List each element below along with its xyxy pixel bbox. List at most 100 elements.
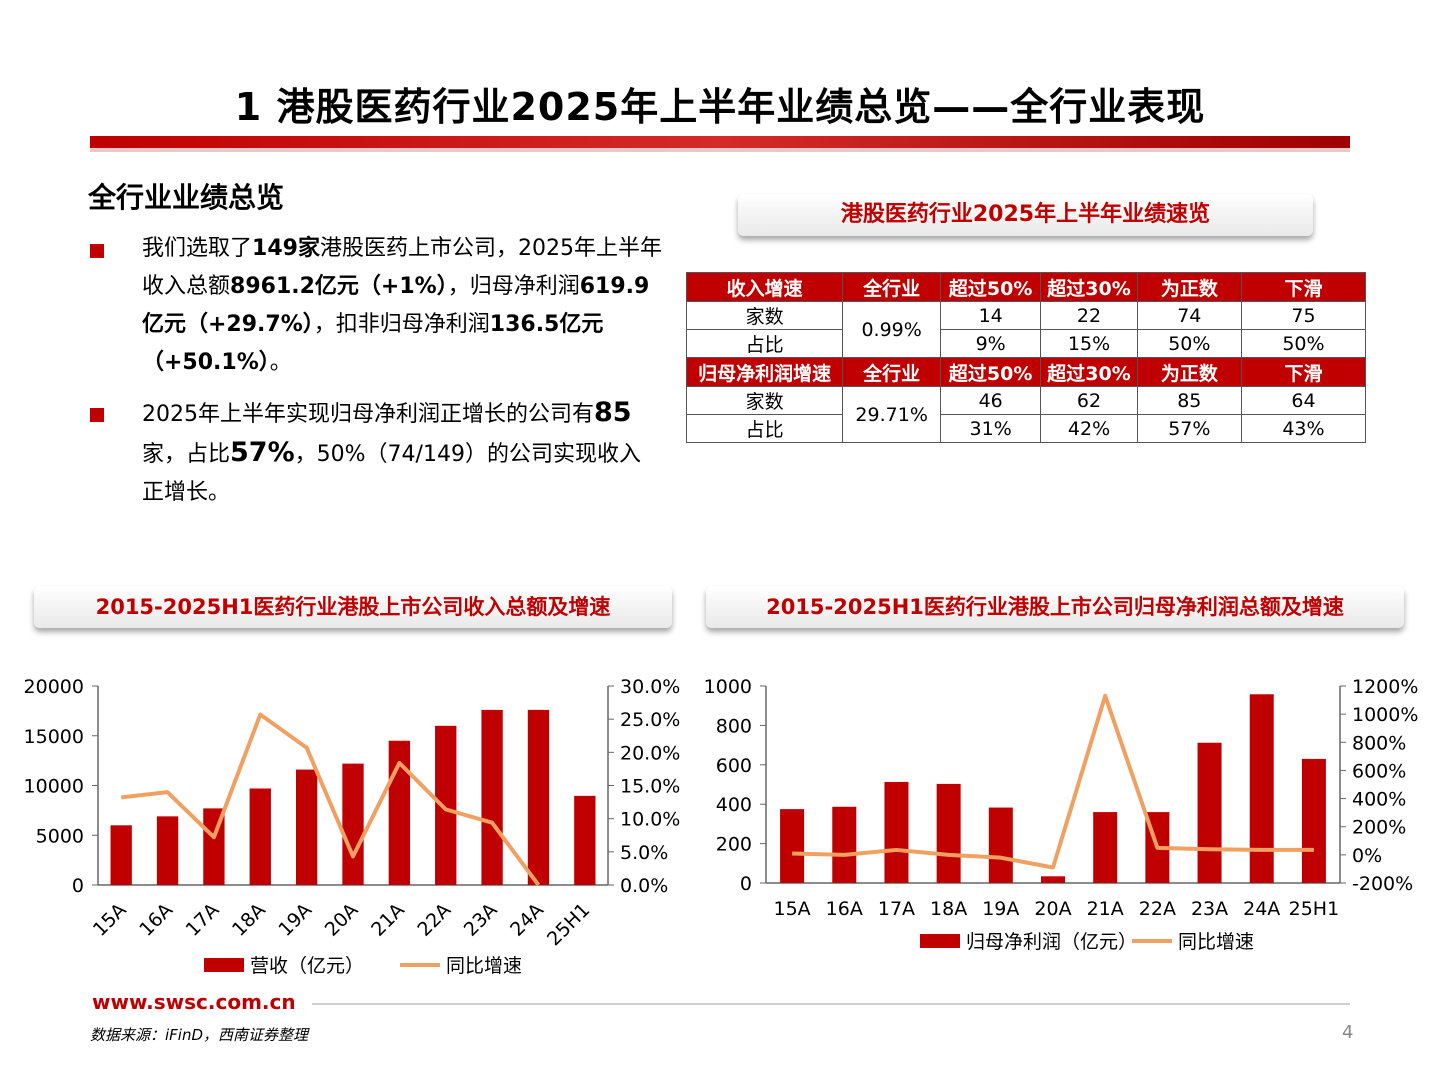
table-cell: 占比 bbox=[685, 414, 844, 443]
table-row: 家数 0.99% 14 22 74 75 bbox=[685, 301, 1367, 358]
bar bbox=[988, 807, 1013, 883]
table-cell: 下滑 bbox=[1240, 357, 1367, 387]
footer-url[interactable]: www.swsc.com.cn bbox=[92, 990, 296, 1014]
chart1-panel-title: 2015-2025H1医药行业港股上市公司收入总额及增速 bbox=[34, 586, 672, 628]
x-tick-label: 22A bbox=[413, 899, 455, 941]
table-cell: 归母净利润增速 bbox=[685, 357, 844, 387]
y-tick-label-left: 400 bbox=[716, 794, 752, 816]
profit-chart: 0 200 400 600 800 1000 -200% 0% 200% 400% 600% 800%… bbox=[704, 676, 1419, 953]
bar bbox=[110, 825, 132, 885]
y-tick-label-right: 25.0% bbox=[620, 709, 680, 731]
table-cell: 14 bbox=[939, 301, 1042, 330]
x-tick-label: 20A bbox=[1034, 898, 1071, 920]
bar bbox=[1301, 758, 1326, 883]
y-tick-label-right: 30.0% bbox=[620, 676, 680, 698]
bar bbox=[1093, 812, 1118, 883]
y-tick-label-right: 600% bbox=[1352, 760, 1406, 782]
bar bbox=[249, 788, 271, 885]
x-tick-label: 21A bbox=[367, 899, 409, 941]
text-span: 家，占比 bbox=[142, 442, 231, 467]
bar bbox=[481, 709, 503, 885]
y-tick-label-right: -200% bbox=[1352, 873, 1413, 895]
bullet-text-2: 2025年上半年实现归母净利润正增长的公司有85 家，占比57%，50%（74/1… bbox=[142, 394, 662, 512]
y-tick-label-right: 10.0% bbox=[620, 809, 680, 831]
bold-span: 85 bbox=[594, 397, 632, 428]
legend-label: 同比增速 bbox=[446, 955, 522, 977]
chart2-panel-title: 2015-2025H1医药行业港股上市公司归母净利润总额及增速 bbox=[706, 586, 1404, 628]
legend-label: 营收（亿元） bbox=[250, 955, 364, 977]
table-cell: 下滑 bbox=[1240, 272, 1367, 302]
revenue-chart: 0 5000 10000 15000 20000 0.0% 5.0% 10.0% 15.0% 20… bbox=[24, 676, 681, 977]
table-cell: 42% bbox=[1040, 414, 1138, 443]
bar bbox=[1197, 742, 1222, 883]
bar bbox=[527, 709, 550, 885]
table-cell: 15% bbox=[1040, 329, 1138, 358]
y-tick-label-right: 15.0% bbox=[620, 776, 680, 798]
table-row: 占比 31% 42% 57% 43% bbox=[685, 414, 1367, 443]
x-tick-label: 23A bbox=[460, 899, 502, 941]
x-tick-label: 20A bbox=[321, 899, 363, 941]
growth-line bbox=[120, 712, 541, 887]
performance-table: 收入增速 全行业 超过50% 超过30% 为正数 下滑 家数 0.99% 14 … bbox=[685, 272, 1367, 443]
table-header-row: 收入增速 全行业 超过50% 超过30% 为正数 下滑 bbox=[685, 272, 1367, 302]
table-cell: 46 bbox=[939, 386, 1042, 415]
table-cell: 超过50% bbox=[939, 272, 1042, 302]
bold-span: 136.5亿元（+50.1%） bbox=[142, 312, 604, 375]
x-tick-label: 17A bbox=[182, 899, 224, 941]
y-tick-label-right: 1200% bbox=[1352, 676, 1418, 698]
y-tick-label-left: 20000 bbox=[24, 676, 84, 698]
y-tick-label-left: 0 bbox=[72, 875, 84, 897]
table-cell: 超过50% bbox=[939, 357, 1042, 387]
bar bbox=[435, 725, 457, 885]
bar bbox=[1040, 876, 1066, 883]
legend-label: 同比增速 bbox=[1178, 931, 1254, 953]
y-tick-label-right: 800% bbox=[1352, 732, 1406, 754]
table-row: 家数 29.71% 46 62 85 64 bbox=[685, 386, 1367, 443]
table-cell: 64 bbox=[1240, 386, 1367, 415]
table-cell: 全行业 bbox=[842, 357, 941, 387]
y-tick-label-right: 0% bbox=[1352, 845, 1382, 867]
table-cell: 43% bbox=[1240, 414, 1367, 443]
x-tick-label: 16A bbox=[826, 898, 863, 920]
bar bbox=[574, 795, 596, 885]
y-tick-label-right: 5.0% bbox=[620, 842, 668, 864]
table-cell: 为正数 bbox=[1136, 272, 1242, 302]
y-tick-label-right: 400% bbox=[1352, 789, 1406, 811]
y-tick-label-left: 1000 bbox=[704, 676, 752, 698]
section-heading: 全行业业绩总览 bbox=[88, 181, 285, 214]
x-tick-label: 25H1 bbox=[543, 899, 594, 950]
x-tick-label: 17A bbox=[878, 898, 915, 920]
table-panel-title: 港股医药行业2025年上半年业绩速览 bbox=[738, 194, 1313, 236]
table-cell: 75 bbox=[1240, 301, 1367, 330]
bullet-icon bbox=[90, 244, 104, 258]
bar bbox=[780, 809, 805, 883]
legend-bar-swatch bbox=[920, 934, 960, 948]
table-cell: 62 bbox=[1040, 386, 1138, 415]
table-cell: 超过30% bbox=[1040, 357, 1138, 387]
x-tick-label: 23A bbox=[1191, 898, 1228, 920]
bold-span: 8961.2亿元（+1%） bbox=[230, 274, 448, 299]
bar bbox=[156, 816, 179, 885]
y-tick-label-left: 15000 bbox=[24, 726, 84, 748]
y-tick-label-left: 5000 bbox=[36, 825, 84, 847]
x-tick-label: 24A bbox=[1243, 898, 1280, 920]
table-cell: 家数 bbox=[685, 386, 844, 415]
bar bbox=[832, 806, 857, 883]
x-tick-label: 24A bbox=[506, 899, 548, 941]
bar bbox=[936, 783, 961, 883]
table-cell: 家数 bbox=[685, 301, 844, 330]
x-tick-label: 19A bbox=[982, 898, 1019, 920]
table-cell: 57% bbox=[1136, 414, 1242, 443]
growth-line bbox=[792, 693, 1314, 870]
table-cell: 50% bbox=[1240, 329, 1367, 358]
y-tick-label-left: 200 bbox=[716, 834, 752, 856]
text-span: 我们选取了 bbox=[142, 236, 253, 261]
y-tick-label-right: 0.0% bbox=[620, 875, 668, 897]
y-tick-label-right: 20.0% bbox=[620, 742, 680, 764]
y-tick-label-right: 1000% bbox=[1352, 704, 1418, 726]
title-underline bbox=[90, 136, 1350, 148]
x-tick-label: 25H1 bbox=[1289, 898, 1340, 920]
table-cell: 9% bbox=[939, 329, 1042, 358]
page-number: 4 bbox=[1342, 1022, 1354, 1043]
bar bbox=[1249, 694, 1274, 883]
